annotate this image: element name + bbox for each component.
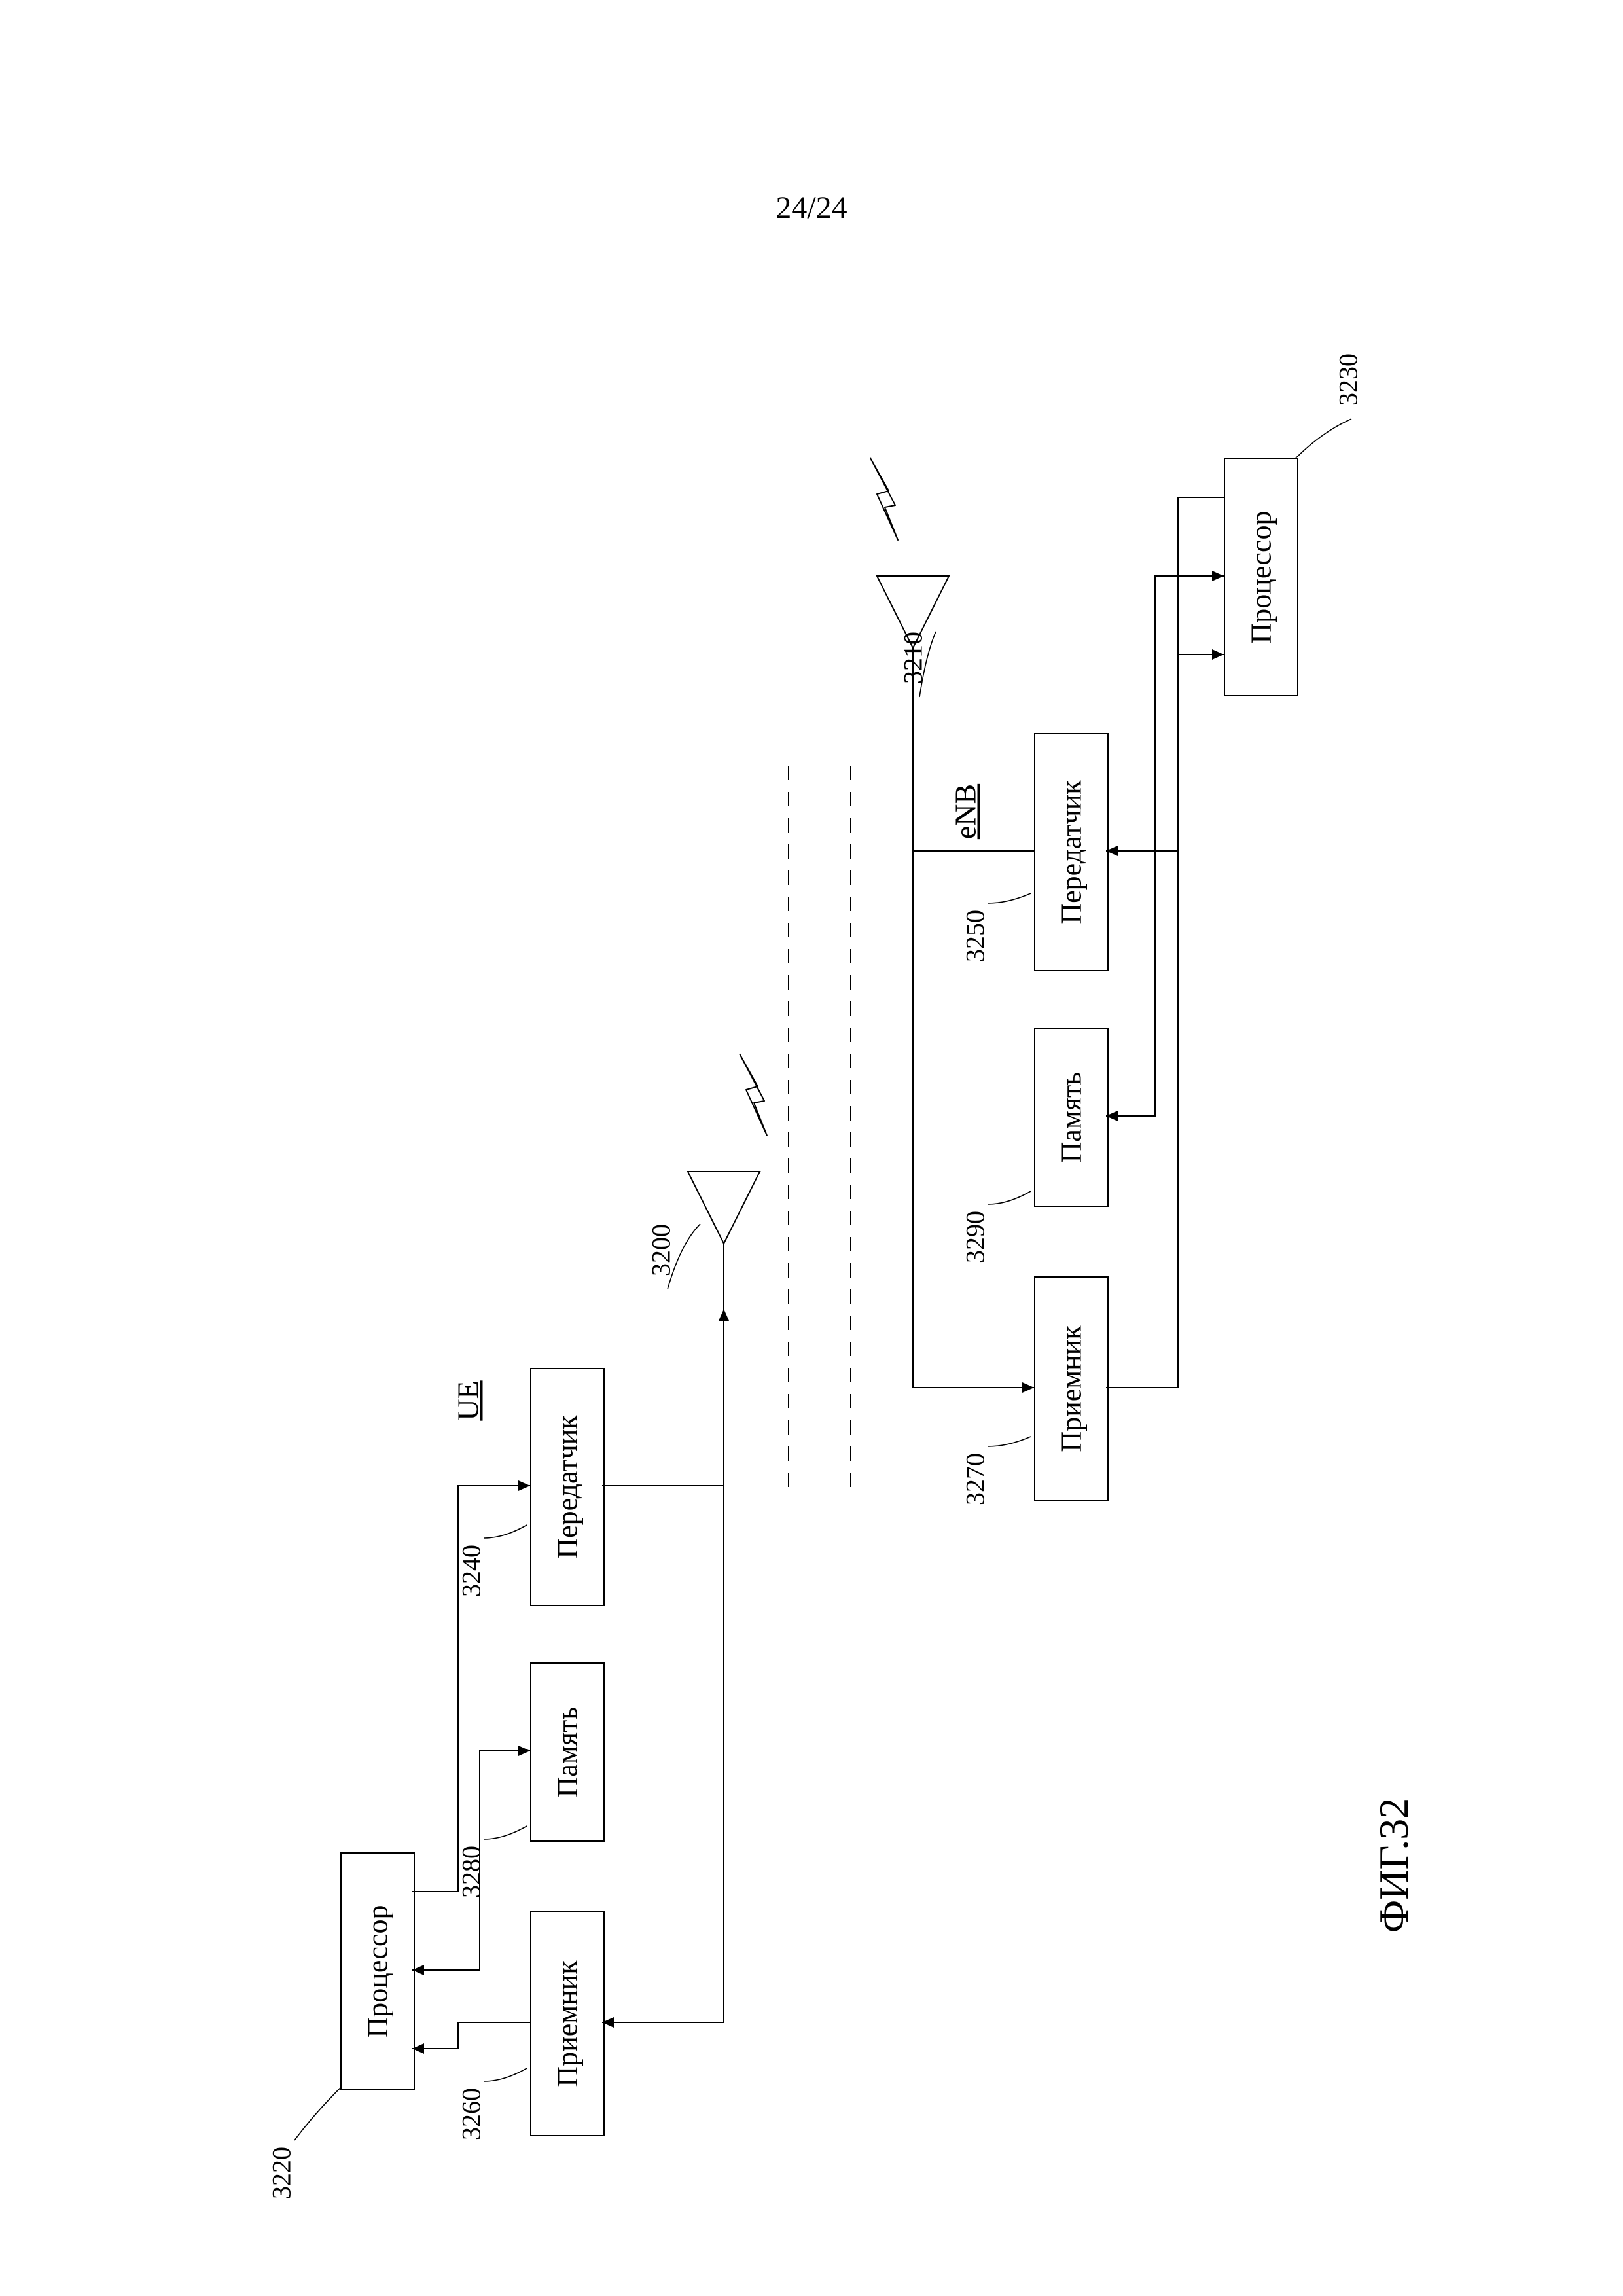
enb-transmitter-label: Передатчик [1055, 780, 1088, 924]
ue-transmitter-label: Передатчик [551, 1415, 584, 1558]
figure-label: ФИГ.32 [1370, 1798, 1418, 1933]
enb-transmitter-block: Передатчик [1034, 733, 1109, 971]
enb-memory-block: Память [1034, 1028, 1109, 1207]
enb-receiver-block: Приемник [1034, 1276, 1109, 1501]
ref-ue-antenna: 3200 [646, 1224, 677, 1276]
ref-enb-memory: 3290 [960, 1211, 991, 1263]
ue-receiver-block: Приемник [530, 1911, 605, 2136]
enb-processor-label: Процессор [1245, 511, 1278, 643]
ref-enb-processor: 3230 [1333, 353, 1364, 406]
enb-memory-label: Память [1055, 1072, 1088, 1163]
ue-processor-block: Процессор [340, 1852, 415, 2090]
ref-enb-transmitter: 3250 [960, 910, 991, 962]
ue-memory-block: Память [530, 1662, 605, 1842]
ref-ue-processor: 3220 [266, 2147, 297, 2199]
diagram-wiring [0, 0, 1623, 2296]
page-number: 24/24 [776, 190, 847, 226]
ue-memory-label: Память [551, 1707, 584, 1798]
ue-title: UE [451, 1380, 486, 1420]
ue-processor-label: Процессор [361, 1905, 395, 2037]
ref-enb-receiver: 3270 [960, 1453, 991, 1505]
ue-transmitter-block: Передатчик [530, 1368, 605, 1606]
ref-enb-antenna: 3210 [898, 632, 929, 684]
enb-title: eNB [948, 784, 983, 839]
ref-ue-receiver: 3260 [456, 2088, 487, 2140]
ref-ue-transmitter: 3240 [456, 1545, 487, 1597]
ref-ue-memory: 3280 [456, 1846, 487, 1898]
enb-processor-block: Процессор [1224, 458, 1298, 696]
ue-receiver-label: Приемник [551, 1960, 584, 2087]
enb-receiver-label: Приемник [1055, 1325, 1088, 1452]
